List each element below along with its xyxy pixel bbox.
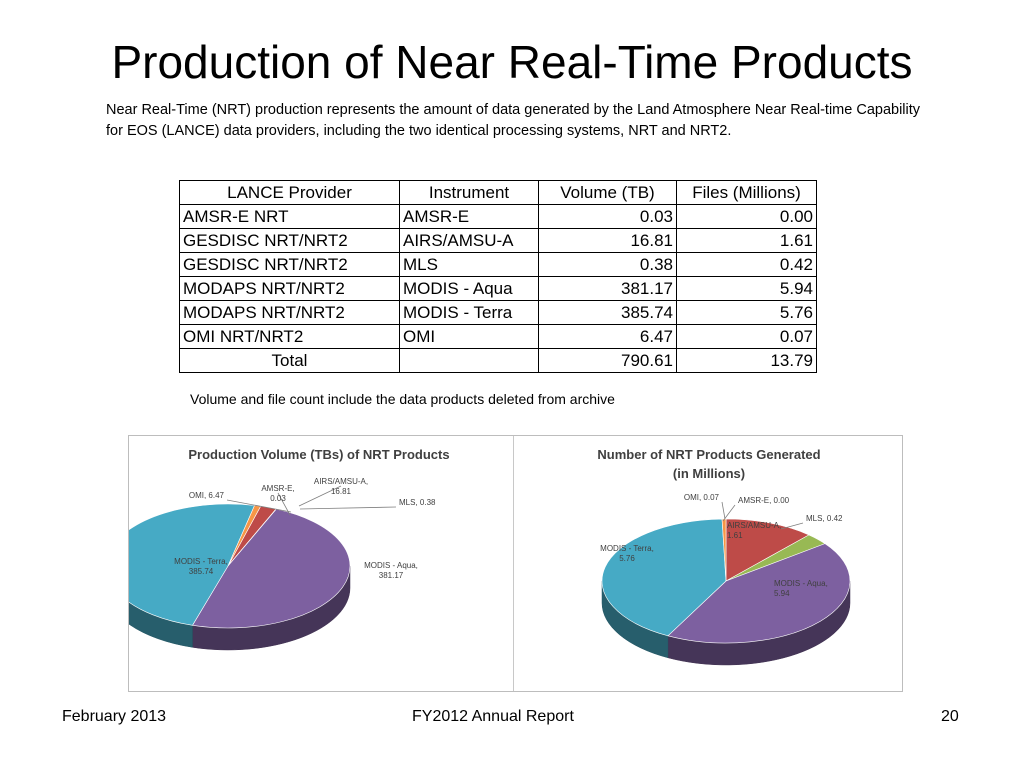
pie-label-modis-aqua: MODIS - Aqua, 381.17: [364, 561, 418, 580]
provider-cell: AMSR-E NRT: [179, 204, 400, 229]
table-row: MODAPS NRT/NRT2 MODIS - Aqua 381.17 5.94: [179, 276, 817, 301]
table-total-row: Total 790.61 13.79: [179, 348, 817, 373]
pie-charts-svg: Production Volume (TBs) of NRT Products A…: [129, 447, 851, 666]
provider-table: LANCE Provider Instrument Volume (TB) Fi…: [179, 180, 817, 373]
pie-chart-1: Production Volume (TBs) of NRT Products A…: [129, 447, 450, 651]
table-row: GESDISC NRT/NRT2 MLS 0.38 0.42: [179, 252, 817, 277]
pie-leader-line-airs-amsu-a: [298, 485, 342, 507]
pie-label-modis-terra: MODIS - Terra, 5.76: [600, 544, 654, 563]
pie-label-amsr-e: AMSR-E, 0.00: [738, 496, 790, 505]
pie-leader-line-mls: [299, 506, 397, 510]
instrument-cell: AMSR-E: [399, 204, 539, 229]
pie-label-airs-amsu-a: AIRS/AMSU-A, 16.81: [314, 477, 368, 496]
slide-title: Production of Near Real-Time Products: [111, 36, 913, 88]
pie-label-mls: MLS, 0.38: [399, 498, 436, 507]
pie-label-airs-amsu-a: AIRS/AMSU-A, 1.61: [727, 521, 781, 540]
pie-chart-title-1: Production Volume (TBs) of NRT Products: [188, 447, 449, 462]
total-instrument-cell: [399, 348, 539, 373]
pie-chart-title-2: Number of NRT Products Generated (in Mill…: [597, 447, 820, 481]
files-cell: 5.94: [676, 276, 817, 301]
files-cell: 0.07: [676, 324, 817, 349]
pie-label-amsr-e: AMSR-E, 0.03: [261, 484, 294, 503]
provider-cell: GESDISC NRT/NRT2: [179, 252, 400, 277]
header-instrument: Instrument: [399, 180, 539, 205]
table-header-row: LANCE Provider Instrument Volume (TB) Fi…: [179, 180, 817, 205]
pie-slice-modis-aqua: [667, 543, 851, 644]
table-row: GESDISC NRT/NRT2 AIRS/AMSU-A 16.81 1.61: [179, 228, 817, 253]
footer-page-number: 20: [941, 708, 959, 725]
total-volume: 790.61: [538, 348, 677, 373]
table-note: Volume and file count include the data p…: [190, 391, 615, 407]
pie-slice-airs-amsu-a: [725, 518, 810, 582]
chart-divider: [513, 436, 514, 691]
pie-leader-line-omi: [721, 501, 726, 520]
instrument-cell: OMI: [399, 324, 539, 349]
provider-cell: MODAPS NRT/NRT2: [179, 276, 400, 301]
instrument-cell: AIRS/AMSU-A: [399, 228, 539, 253]
table-row: AMSR-E NRT AMSR-E 0.03 0.00: [179, 204, 817, 229]
total-files: 13.79: [676, 348, 817, 373]
pie-label-modis-aqua: MODIS - Aqua, 5.94: [774, 579, 828, 598]
volume-cell: 6.47: [538, 324, 677, 349]
header-provider: LANCE Provider: [179, 180, 400, 205]
pie-slice-modis-terra: [129, 503, 255, 626]
footer-report: FY2012 Annual Report: [412, 708, 574, 725]
pie-label-omi: OMI, 0.07: [684, 493, 720, 502]
pie-leader-line-omi: [226, 499, 292, 513]
pie-label-modis-terra: MODIS - Terra, 385.74: [174, 557, 228, 576]
volume-cell: 0.38: [538, 252, 677, 277]
files-cell: 5.76: [676, 300, 817, 325]
pie-leader-line-mls: [780, 522, 804, 530]
intro-paragraph: Near Real-Time (NRT) production represen…: [106, 102, 921, 139]
provider-cell: MODAPS NRT/NRT2: [179, 300, 400, 325]
instrument-cell: MODIS - Aqua: [399, 276, 539, 301]
volume-cell: 0.03: [538, 204, 677, 229]
volume-cell: 381.17: [538, 276, 677, 301]
volume-cell: 385.74: [538, 300, 677, 325]
header-files: Files (Millions): [676, 180, 817, 205]
provider-cell: GESDISC NRT/NRT2: [179, 228, 400, 253]
pie-label-omi: OMI, 6.47: [189, 491, 225, 500]
header-volume: Volume (TB): [538, 180, 677, 205]
files-cell: 0.42: [676, 252, 817, 277]
files-cell: 1.61: [676, 228, 817, 253]
volume-cell: 16.81: [538, 228, 677, 253]
table-row: MODAPS NRT/NRT2 MODIS - Terra 385.74 5.7…: [179, 300, 817, 325]
pie-charts-panel: Production Volume (TBs) of NRT Products A…: [128, 435, 903, 692]
footer-date: February 2013: [62, 708, 167, 725]
pie-chart-2: Number of NRT Products Generated (in Mill…: [597, 447, 851, 666]
table-row: OMI NRT/NRT2 OMI 6.47 0.07: [179, 324, 817, 349]
pie-slice-modis-aqua: [192, 508, 351, 629]
total-label: Total: [179, 348, 400, 373]
instrument-cell: MODIS - Terra: [399, 300, 539, 325]
pie-label-mls: MLS, 0.42: [806, 514, 843, 523]
pie-slice-modis-terra: [601, 518, 727, 637]
instrument-cell: MLS: [399, 252, 539, 277]
files-cell: 0.00: [676, 204, 817, 229]
provider-cell: OMI NRT/NRT2: [179, 324, 400, 349]
